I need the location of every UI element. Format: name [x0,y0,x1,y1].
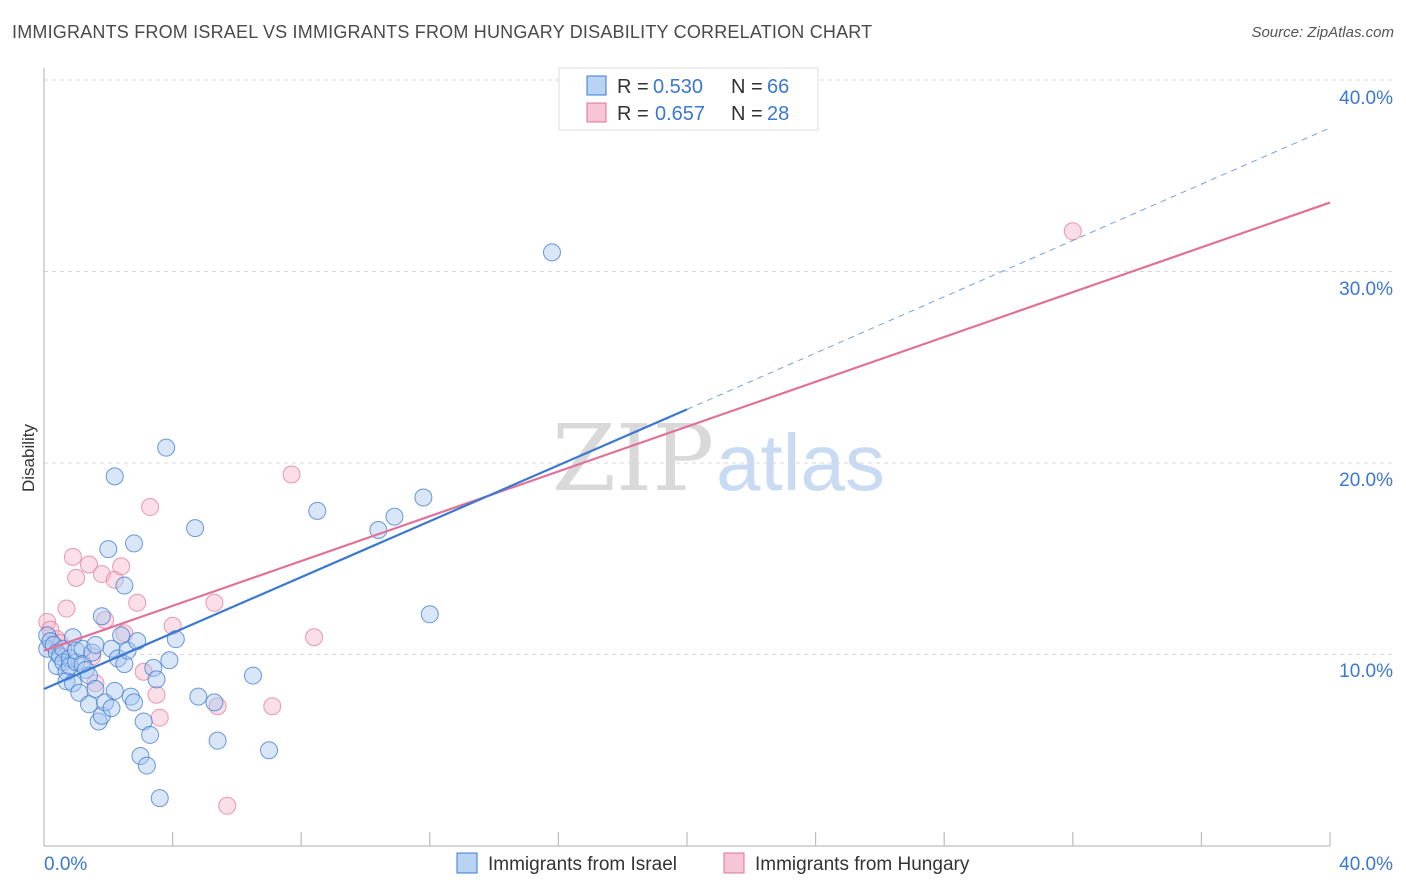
hungary-point [86,674,105,693]
israel-point [186,519,205,538]
hungary-point [141,498,160,517]
israel-point [260,741,279,760]
israel-point [189,687,208,706]
israel-point [86,679,105,698]
israel-point [80,695,99,714]
watermark-atlas: atlas [716,418,885,507]
chart-title: IMMIGRANTS FROM ISRAEL VS IMMIGRANTS FRO… [12,22,873,42]
hungary-point [63,547,82,566]
hungary-point [57,599,76,618]
israel-point [86,635,105,654]
israel-point [150,789,169,808]
top-legend: R = 0.530 N = 66 R = 0.657 N = 28 [558,67,819,131]
legend-hungary-n-value: 28 [767,103,789,125]
israel-trend-extension [686,127,1331,410]
israel-point [128,632,147,651]
bottom-legend-israel-label: Immigrants from Israel [488,854,677,875]
israel-point [125,693,144,712]
y-tick-label-20: 20.0% [1339,470,1393,491]
israel-point [131,746,150,765]
israel-point [115,576,134,595]
israel-point [542,243,561,262]
hungary-point [263,697,282,716]
legend-hungary-r-label: R = [617,103,649,125]
hungary-trend-line [43,201,1331,652]
israel-point [147,670,166,689]
y-tick-label-40: 40.0% [1339,88,1393,109]
hungary-point [112,557,131,576]
hungary-point [150,708,169,727]
israel-point [243,666,262,685]
gridlines [44,79,1393,655]
legend-hungary-r-value: 0.657 [655,103,705,125]
hungary-point [67,568,86,587]
israel-point [121,687,140,706]
legend-israel-swatch [586,75,607,96]
legend-israel-n-label: N = [731,76,763,98]
bottom-legend-hungary-swatch [723,852,745,874]
watermark-zip: ZIP [552,405,714,512]
israel-point [92,607,111,626]
legend-israel-r-value: 0.530 [653,76,703,98]
israel-trend-line [43,408,688,690]
israel-point [205,693,224,712]
x-axis-ticks [172,832,1331,846]
israel-point [92,706,111,725]
israel-point [414,488,433,507]
legend-israel-r-label: R = [617,76,649,98]
hungary-points [38,222,1082,815]
hungary-point [128,593,147,612]
legend-israel-n-value: 66 [767,76,789,98]
legend-hungary-swatch [586,102,607,123]
israel-point [89,712,108,731]
israel-point [385,507,404,526]
y-tick-label-30: 30.0% [1339,279,1393,300]
israel-point [105,467,124,486]
y-axis-label: Disability [19,423,38,492]
hungary-point [218,796,237,815]
israel-point [160,651,179,670]
hungary-point [305,628,324,647]
hungary-point [205,593,224,612]
israel-point [102,639,121,658]
bottom-legend: Immigrants from Israel Immigrants from H… [456,852,970,875]
israel-point [99,540,118,559]
y-tick-label-10: 10.0% [1339,661,1393,682]
israel-point [420,605,439,624]
israel-point [141,725,160,744]
israel-point [157,438,176,457]
israel-point [125,534,144,553]
israel-point [308,501,327,520]
bottom-legend-israel-swatch [456,852,478,874]
israel-point [112,626,131,645]
israel-point [137,756,156,775]
israel-point [105,681,124,700]
x-tick-label-min: 0.0% [44,854,87,875]
trend-lines [43,127,1331,690]
israel-point [102,699,121,718]
hungary-point [80,555,99,574]
israel-point [369,521,388,540]
israel-point [144,658,163,677]
bottom-legend-hungary-label: Immigrants from Hungary [755,854,970,875]
israel-point [115,655,134,674]
israel-point [208,731,227,750]
x-tick-label-max: 40.0% [1339,854,1393,875]
israel-points [38,243,561,808]
hungary-point [282,465,301,484]
source-label: Source: ZipAtlas.com [1251,24,1394,41]
israel-point [38,626,57,645]
legend-hungary-n-label: N = [731,103,763,125]
hungary-point [147,685,166,704]
hungary-point [1063,222,1082,241]
